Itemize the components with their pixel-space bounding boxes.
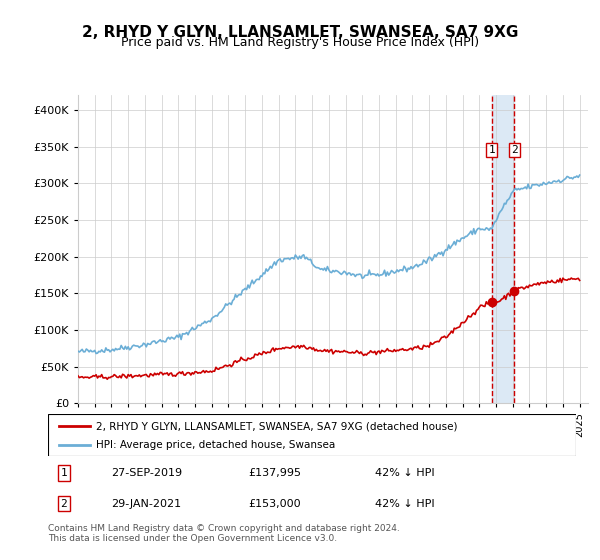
Text: 2: 2	[61, 498, 67, 508]
Text: £137,995: £137,995	[248, 468, 302, 478]
Text: 2, RHYD Y GLYN, LLANSAMLET, SWANSEA, SA7 9XG (detached house): 2, RHYD Y GLYN, LLANSAMLET, SWANSEA, SA7…	[95, 421, 457, 431]
Text: HPI: Average price, detached house, Swansea: HPI: Average price, detached house, Swan…	[95, 440, 335, 450]
Text: 1: 1	[488, 145, 495, 155]
Text: 2, RHYD Y GLYN, LLANSAMLET, SWANSEA, SA7 9XG: 2, RHYD Y GLYN, LLANSAMLET, SWANSEA, SA7…	[82, 25, 518, 40]
FancyBboxPatch shape	[48, 414, 576, 456]
Text: 29-JAN-2021: 29-JAN-2021	[112, 498, 181, 508]
Text: Price paid vs. HM Land Registry's House Price Index (HPI): Price paid vs. HM Land Registry's House …	[121, 36, 479, 49]
Text: 1: 1	[61, 468, 67, 478]
Text: 2: 2	[511, 145, 518, 155]
Text: 42% ↓ HPI: 42% ↓ HPI	[376, 498, 435, 508]
Text: 42% ↓ HPI: 42% ↓ HPI	[376, 468, 435, 478]
Text: 27-SEP-2019: 27-SEP-2019	[112, 468, 182, 478]
Bar	[492, 95, 514, 403]
Text: Contains HM Land Registry data © Crown copyright and database right 2024.
This d: Contains HM Land Registry data © Crown c…	[48, 524, 400, 543]
Text: £153,000: £153,000	[248, 498, 301, 508]
